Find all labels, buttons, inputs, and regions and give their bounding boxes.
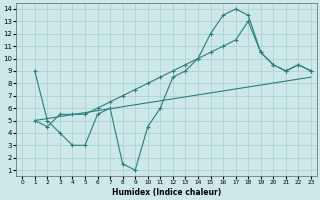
X-axis label: Humidex (Indice chaleur): Humidex (Indice chaleur) (112, 188, 221, 197)
